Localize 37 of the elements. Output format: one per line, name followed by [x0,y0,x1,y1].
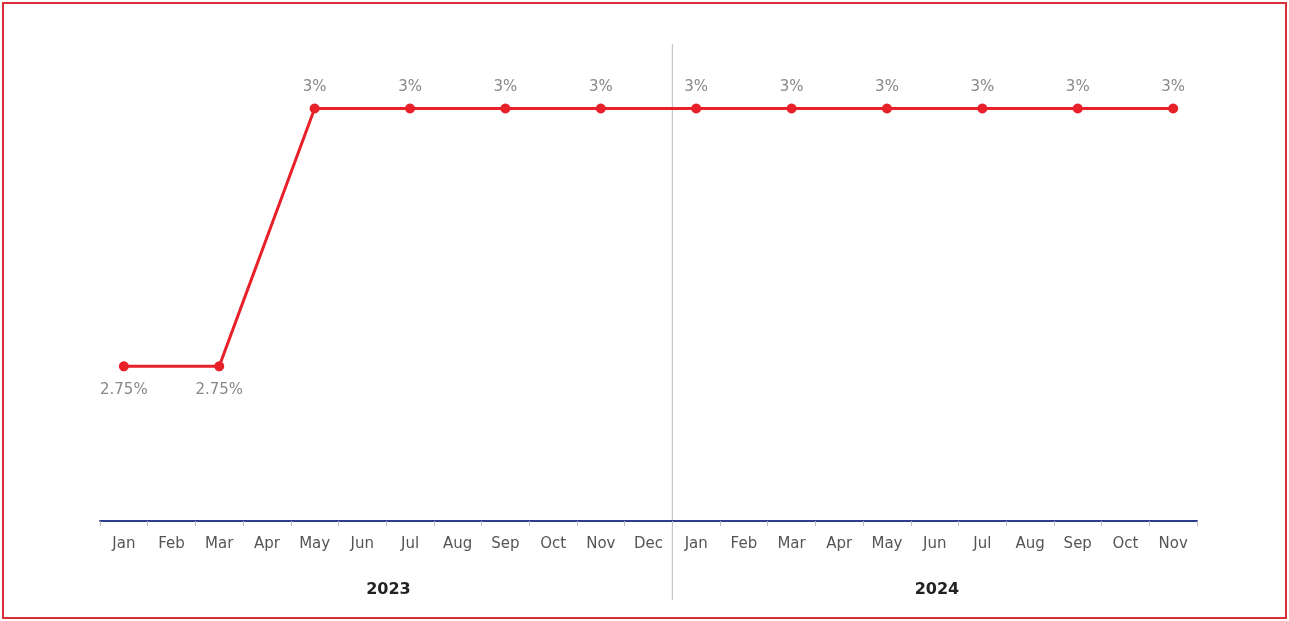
x-tick-label: Apr [826,533,854,552]
x-tick-label: Jun [921,533,947,552]
x-tick-label: Feb [158,533,185,552]
x-tick-label: Jul [399,533,420,552]
data-label: 3% [493,76,518,95]
data-label: 3% [684,76,709,95]
text: 2023 [366,578,411,598]
x-tick-label: Apr [253,533,281,552]
x-tick-label: Mar [777,533,807,552]
x-tick-label: Dec [633,533,664,552]
data-label: 3% [1161,76,1186,95]
x-tick-label: Sep [491,533,520,552]
x-tick-label: Aug [1015,533,1045,552]
x-tick-label: Mar [205,533,235,552]
x-tick-label: Jan [683,533,708,552]
x-tick-label: Aug [443,533,473,552]
data-label: 2.75% [100,379,148,398]
data-label: 3% [779,76,804,95]
x-tick-label: Jun [349,533,375,552]
x-tick-label: Sep [1063,533,1092,552]
x-tick-label: Nov [586,533,616,552]
data-label: 3% [588,76,613,95]
x-tick-label: Nov [1158,533,1188,552]
x-tick-label: Jul [972,533,992,552]
x-tick-label: Oct [1112,533,1139,552]
data-label: 3% [1065,76,1090,95]
data-label: 2.75% [195,379,244,398]
data-label: 3% [970,76,995,95]
x-tick-label: May [299,533,331,552]
data-label: 3% [302,76,327,95]
x-tick-label: Jan [111,533,136,552]
text: 2024 [914,578,960,598]
x-tick-label: Feb [730,533,758,552]
x-tick-label: May [871,533,903,552]
data-label: 3% [875,76,899,95]
data-label: 3% [398,76,422,95]
x-tick-label: Oct [540,533,567,552]
